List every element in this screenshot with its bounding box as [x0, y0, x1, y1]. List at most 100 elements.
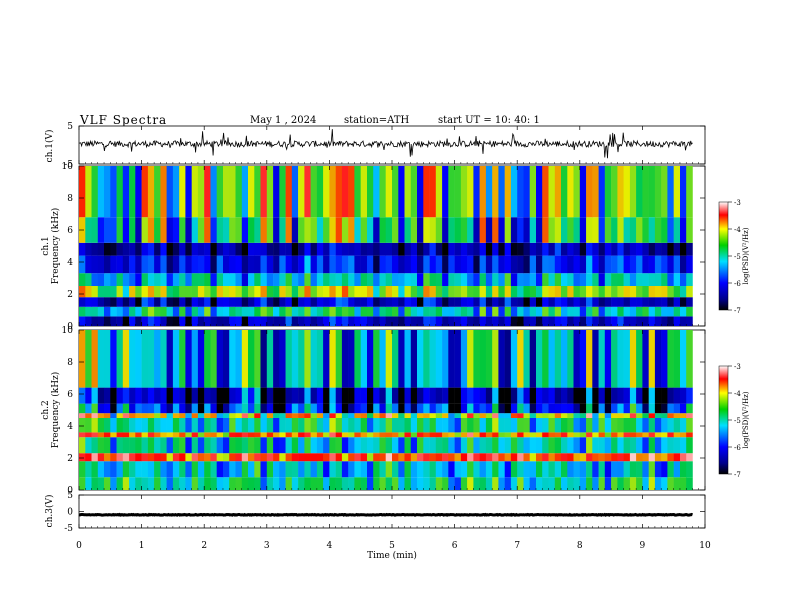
ch2-spectrogram-cell [567, 432, 574, 438]
ch2-spectrogram-cell [373, 437, 380, 454]
ch2-spectrogram-cell [348, 477, 355, 490]
ch1-spectrogram-cell [348, 286, 355, 298]
ch2-spectrogram-cell [254, 432, 261, 438]
ch1-spectrogram-cell [579, 242, 587, 256]
ch2-spectrogram-cell [191, 330, 199, 388]
ch1-spectrogram-cell [147, 297, 155, 307]
ch1-spectrogram-cell [592, 217, 599, 243]
ch2-spectrogram-cell [398, 432, 405, 438]
x-tick-label: 9 [640, 541, 646, 551]
ch1-spectrogram-cell [473, 306, 480, 317]
ch2-spectrogram-cell [110, 461, 117, 478]
ch2-spectrogram-cell [191, 432, 199, 438]
ch2-spectrogram-cell [686, 453, 693, 462]
ch2-spectrogram-cell [373, 453, 380, 462]
ch1-spectrogram-cell [235, 306, 243, 317]
ch2-spectrogram-cell [122, 330, 130, 388]
ch2-spectrogram-cell [592, 413, 599, 418]
ch2-spectrogram-cell [454, 413, 462, 418]
ch2-spectrogram-cell [523, 330, 531, 388]
ch2-spectrogram-cell [654, 437, 662, 454]
ch1-spectrogram-cell [298, 217, 305, 243]
ch2-spectrogram-cell [636, 477, 643, 490]
ch2-spectrogram-cell [611, 330, 618, 388]
ch2-spectrogram-cell [154, 461, 161, 478]
ch2-spectrogram-cell [454, 432, 462, 438]
ch2-spectrogram-cell [116, 330, 124, 388]
ch2-spectrogram-cell [329, 330, 336, 388]
ch1-spectrogram-cell [561, 297, 568, 307]
ch2-spectrogram-cell [636, 403, 643, 414]
ch1-spectrogram-cell [172, 255, 180, 274]
ch2-spectrogram-cell [592, 330, 599, 388]
ch1-spectrogram-cell [492, 306, 499, 317]
ch1-spectrogram-cell [623, 273, 631, 286]
ch1-spectrogram-cell [448, 306, 455, 317]
ch2-spectrogram-cell [348, 432, 355, 438]
ch2-spectrogram-cell [154, 437, 161, 454]
ch2-spectrogram-cell [536, 330, 543, 388]
ch1-spectrogram-cell [179, 286, 186, 298]
ch2-spectrogram-cell [185, 477, 192, 490]
ch1-spectrogram-cell [310, 217, 318, 243]
ch2-spectrogram-cell [216, 418, 224, 433]
ch2-spectrogram-cell [172, 330, 180, 388]
ch1-spectrogram-cell [147, 286, 155, 298]
ch2-spectrogram-cell [85, 387, 92, 404]
ch1-spectrogram-cell [172, 273, 180, 286]
ch1-spectrogram-cell [460, 166, 468, 218]
ch1-spectrogram-cell [536, 306, 543, 317]
ch2-spectrogram-cell [617, 387, 624, 404]
ch2-spectrogram-cell [241, 403, 249, 414]
ch1-spectrogram-cell [579, 273, 587, 286]
ch1-spectrogram-cell [611, 273, 618, 286]
ch2-spectrogram-cell [254, 453, 261, 462]
ch2-spectrogram-cell [335, 387, 343, 404]
ch2-spectrogram-cell [429, 461, 437, 478]
ch2-spectrogram-cell [354, 432, 361, 438]
ch1-spectrogram-cell [160, 242, 167, 256]
x-tick-label: 1 [139, 541, 145, 551]
ch1-spectrogram-cell [636, 306, 643, 317]
ch2-spectrogram-cell [636, 418, 643, 433]
ch1-spectrogram-cell [598, 242, 606, 256]
ch2-spectrogram-cell [392, 330, 399, 388]
ch1-spectrogram-cell [122, 242, 130, 256]
ch2-spectrogram-cell [341, 453, 349, 462]
ch1-spectrogram-cell [467, 306, 474, 317]
ch1-spectrogram-cell [404, 297, 412, 307]
ch2-spectrogram-cell [623, 330, 631, 388]
ch2-spectrogram-cell [91, 403, 99, 414]
ch1-spectrogram-cell [392, 306, 399, 317]
ch2-spectrogram-cell [567, 403, 574, 414]
ch1-spectrogram-cell [654, 316, 662, 326]
ch1-spectrogram-cell [79, 316, 86, 326]
ch1-spectrogram-cell [260, 306, 268, 317]
ch2-spectrogram-cell [536, 432, 543, 438]
ch2-spectrogram-cell [104, 432, 111, 438]
ch2-spectrogram-cell [592, 453, 599, 462]
ch2-spectrogram-cell [429, 330, 437, 388]
ch1-spectrogram-cell [197, 297, 205, 307]
ch1-spectrogram-cell [191, 316, 199, 326]
ch2-spectrogram-cell [448, 477, 455, 490]
ch1-spectrogram-cell [104, 316, 111, 326]
ch2-spectrogram-cell [573, 477, 581, 490]
ch1-spectrogram-cell [498, 255, 505, 274]
y-tick-label: 5 [67, 491, 73, 501]
ch1-colorbar [718, 201, 729, 311]
ch2-spectrogram-cell [642, 437, 649, 454]
ch2-spectrogram-cell [135, 461, 142, 478]
ch2-spectrogram-cell [611, 403, 618, 414]
ch1-spectrogram-cell [135, 217, 142, 243]
ch1-spectrogram-cell [141, 217, 149, 243]
ch1-spectrogram-cell [667, 273, 674, 286]
ch1-spectrogram-cell [235, 286, 243, 298]
ch2-spectrogram-cell [97, 413, 105, 418]
ch1-spectrogram-cell [492, 217, 499, 243]
ch1-spectrogram-cell [266, 166, 274, 218]
ch2-spectrogram-cell [473, 330, 480, 388]
ch1-spectrogram-cell [648, 297, 656, 307]
colorbar-tick-label: -5 [734, 417, 741, 425]
ch2-spectrogram-cell [485, 453, 493, 462]
